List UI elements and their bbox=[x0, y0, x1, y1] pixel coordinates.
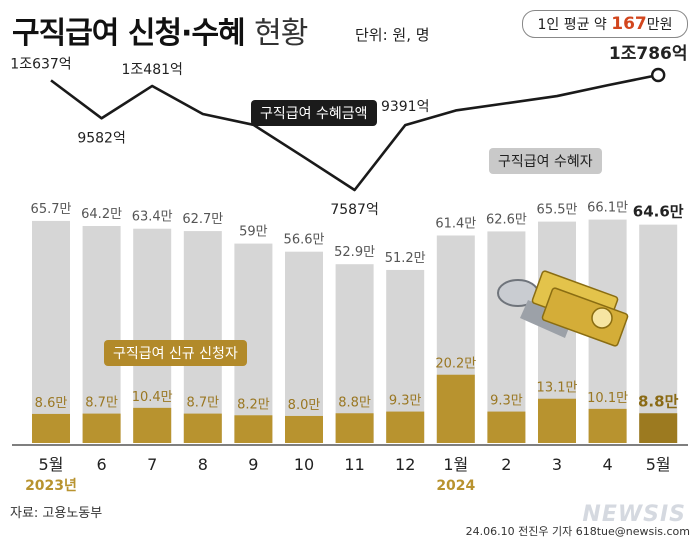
applicants-label: 9.3만 bbox=[389, 394, 422, 409]
x-tick-label: 5월 bbox=[646, 455, 671, 474]
recipients-label: 65.5만 bbox=[537, 203, 578, 218]
x-tick-label: 7 bbox=[147, 455, 157, 474]
applicants-bar bbox=[487, 411, 526, 443]
applicants-series-tag: 구직급여 신규 신청자 bbox=[104, 340, 247, 366]
average-suffix: 만원 bbox=[646, 17, 673, 33]
applicants-bar bbox=[133, 407, 172, 443]
recipients-label: 63.4만 bbox=[132, 210, 173, 225]
amount-label: 1조637억 bbox=[10, 56, 71, 72]
x-tick-label: 12 bbox=[395, 455, 415, 474]
x-tick-label: 10 bbox=[294, 455, 314, 474]
x-tick-label: 1월 bbox=[443, 455, 468, 474]
recipients-bar bbox=[335, 264, 374, 443]
title-thin: 현황 bbox=[254, 16, 308, 51]
recipients-bar bbox=[639, 224, 678, 443]
amount-label: 1조481억 bbox=[122, 62, 183, 78]
x-tick-label: 3 bbox=[552, 455, 562, 474]
year-label: 2023년 bbox=[25, 478, 77, 494]
year-label: 2024 bbox=[436, 478, 475, 494]
applicants-bar bbox=[335, 413, 374, 443]
applicants-bars bbox=[32, 374, 678, 443]
x-axis: 5월 6 7 8 9 10 11 12 1월 2 3 4 5월 2023년 2024 bbox=[12, 444, 688, 494]
amount-line-path bbox=[50, 73, 659, 192]
recipients-label: 52.9만 bbox=[334, 245, 375, 260]
amount-label: 9582억 bbox=[77, 130, 126, 146]
amount-label: 1조786억 bbox=[609, 44, 688, 64]
x-tick-label: 11 bbox=[344, 455, 364, 474]
applicants-label: 8.0만 bbox=[288, 398, 321, 413]
amount-end-marker bbox=[651, 67, 666, 83]
recipients-bar bbox=[133, 228, 172, 443]
credit-line: 24.06.10 전진우 기자 618tue@newsis.com bbox=[465, 525, 690, 538]
x-tick-label: 9 bbox=[248, 455, 258, 474]
average-value: 167 bbox=[611, 14, 647, 34]
recipients-bar bbox=[487, 231, 526, 443]
x-tick-label: 2 bbox=[501, 455, 511, 474]
recipients-label: 56.6만 bbox=[284, 233, 325, 248]
amount-label: 7587억 bbox=[330, 202, 379, 218]
newsis-logo: NEWSIS bbox=[582, 502, 686, 527]
title-bold: 구직급여 신청·수혜 bbox=[12, 16, 246, 51]
applicants-label: 9.3만 bbox=[490, 394, 523, 409]
recipients-label: 65.7만 bbox=[31, 202, 72, 217]
recipients-label: 62.6만 bbox=[486, 212, 527, 227]
applicants-label: 8.8만 bbox=[638, 392, 679, 410]
recipients-label: 62.7만 bbox=[182, 212, 223, 227]
banknote-seal bbox=[591, 307, 613, 329]
x-tick-label: 8 bbox=[198, 455, 208, 474]
applicants-label: 8.8만 bbox=[338, 395, 371, 410]
x-tick-label: 6 bbox=[97, 455, 107, 474]
money-illustration bbox=[497, 270, 629, 347]
recipients-label: 66.1만 bbox=[587, 201, 628, 216]
amount-series-tag: 구직급여 수혜금액 bbox=[251, 100, 377, 126]
applicants-bar bbox=[285, 415, 323, 443]
applicants-label: 8.7만 bbox=[186, 396, 219, 411]
applicants-bar bbox=[386, 411, 425, 443]
applicants-bar bbox=[183, 413, 222, 443]
applicants-bar bbox=[588, 408, 627, 443]
applicants-bar bbox=[234, 415, 273, 443]
applicants-bar bbox=[436, 374, 475, 443]
recipients-label: 61.4만 bbox=[435, 216, 476, 231]
unit-label: 단위: 원, 명 bbox=[355, 26, 430, 44]
amount-line bbox=[50, 67, 666, 192]
applicants-label: 13.1만 bbox=[537, 381, 578, 396]
amount-label: 9391억 bbox=[381, 99, 430, 115]
recipients-label: 64.6만 bbox=[633, 203, 684, 221]
applicants-label: 8.7만 bbox=[85, 396, 118, 411]
recipients-bar bbox=[82, 226, 121, 443]
recipients-label: 59만 bbox=[239, 225, 268, 240]
recipients-label: 64.2만 bbox=[81, 207, 122, 222]
banknote-shape bbox=[541, 287, 629, 347]
data-labels: 65.7만 64.2만 63.4만 62.7만 59만 56.6만 52.9만 51.2만 61… bbox=[10, 44, 687, 413]
recipients-label: 51.2만 bbox=[385, 251, 426, 266]
x-tick-label: 4 bbox=[603, 455, 613, 474]
applicants-bar bbox=[82, 413, 121, 443]
applicants-bar bbox=[32, 413, 70, 443]
applicants-bar bbox=[639, 413, 678, 443]
recipients-series-tag: 구직급여 수혜자 bbox=[489, 148, 602, 174]
source-note: 자료: 고용노동부 bbox=[10, 506, 103, 521]
average-callout: 1인 평균 약 167만원 bbox=[522, 10, 688, 38]
applicants-bar bbox=[538, 398, 576, 443]
recipients-bar bbox=[32, 220, 70, 443]
applicants-label: 8.2만 bbox=[237, 397, 270, 412]
recipients-bar bbox=[285, 251, 323, 443]
average-prefix: 1인 평균 약 bbox=[537, 17, 607, 33]
x-tick-label: 5월 bbox=[39, 455, 64, 474]
applicants-label: 10.4만 bbox=[132, 390, 173, 405]
applicants-label: 20.2만 bbox=[435, 357, 476, 372]
applicants-label: 10.1만 bbox=[587, 391, 628, 406]
page-title: 구직급여 신청·수혜 현황 bbox=[12, 8, 308, 52]
applicants-label: 8.6만 bbox=[35, 396, 68, 411]
recipients-bar bbox=[183, 231, 222, 443]
